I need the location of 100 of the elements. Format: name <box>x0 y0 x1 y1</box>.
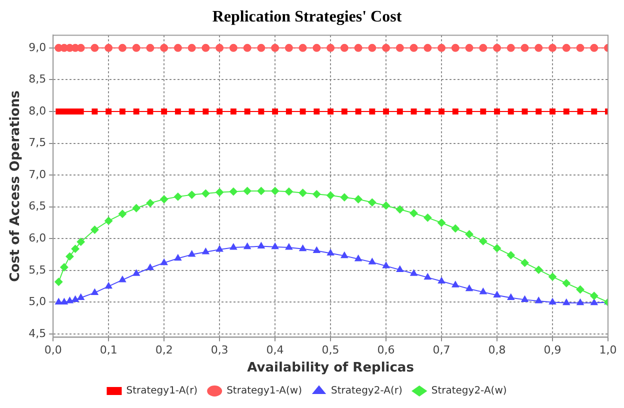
point <box>71 244 80 253</box>
x-tick-label: 0,0 <box>44 344 62 357</box>
point <box>410 209 418 218</box>
point <box>368 258 376 264</box>
point <box>161 108 168 114</box>
point <box>132 204 140 212</box>
point <box>160 258 168 266</box>
point <box>590 298 598 306</box>
point <box>286 108 292 114</box>
point <box>382 202 390 210</box>
point <box>298 44 307 52</box>
point <box>92 108 98 114</box>
point <box>174 44 182 52</box>
point <box>396 44 404 52</box>
point <box>257 186 266 195</box>
point <box>508 108 514 114</box>
point <box>452 108 458 114</box>
point <box>590 44 598 52</box>
point <box>480 288 487 294</box>
point <box>174 108 181 114</box>
point <box>285 244 292 250</box>
point <box>577 108 584 114</box>
point <box>493 291 501 298</box>
point <box>105 282 112 289</box>
point <box>340 252 348 258</box>
point <box>118 276 126 282</box>
point <box>118 210 126 218</box>
point <box>493 244 502 252</box>
point <box>410 44 418 52</box>
point <box>535 296 542 304</box>
y-tick-label: 6,0 <box>28 232 46 245</box>
point <box>396 266 404 272</box>
point <box>55 298 62 304</box>
point <box>258 242 265 249</box>
point <box>576 44 584 52</box>
point <box>188 44 196 52</box>
point <box>66 252 74 260</box>
point <box>284 188 293 196</box>
point <box>60 298 68 304</box>
point <box>451 224 460 232</box>
point <box>465 230 474 238</box>
point <box>340 44 348 52</box>
point <box>424 44 432 52</box>
point <box>60 263 68 272</box>
point <box>229 188 238 196</box>
point <box>272 108 278 114</box>
point <box>271 186 280 195</box>
point <box>61 108 68 114</box>
point <box>244 108 250 114</box>
point <box>326 191 335 200</box>
point <box>354 44 362 52</box>
x-axis-title: Availability of Replicas <box>247 360 414 376</box>
point <box>174 192 182 201</box>
point <box>229 44 238 52</box>
point <box>91 288 98 295</box>
point <box>451 44 460 52</box>
point <box>590 292 598 300</box>
x-tick-label: 1,0 <box>599 344 617 357</box>
point <box>480 108 486 114</box>
point <box>146 199 154 208</box>
point <box>118 44 126 52</box>
point <box>119 108 126 114</box>
point <box>452 281 459 288</box>
x-tick-label: 0,9 <box>544 344 562 357</box>
point <box>243 186 252 195</box>
point <box>354 255 362 262</box>
point <box>160 195 168 204</box>
point <box>257 44 266 52</box>
x-tick-label: 0,5 <box>322 344 340 357</box>
point <box>188 108 195 114</box>
point <box>106 108 112 114</box>
point <box>216 245 224 252</box>
point <box>216 108 223 114</box>
point <box>147 108 154 114</box>
point <box>465 44 474 52</box>
point <box>188 190 196 199</box>
point <box>410 270 418 276</box>
point <box>56 108 62 114</box>
point <box>396 205 404 214</box>
point <box>563 108 570 114</box>
point <box>466 284 473 292</box>
point <box>160 44 168 52</box>
point <box>188 250 196 257</box>
point <box>536 108 542 114</box>
point <box>146 264 154 270</box>
y-tick-label: 5,5 <box>28 263 46 276</box>
point <box>520 44 529 52</box>
point <box>396 108 403 114</box>
y-tick-label: 8,0 <box>28 104 46 118</box>
point <box>202 108 209 114</box>
point <box>230 108 236 114</box>
point <box>72 108 78 114</box>
point <box>493 44 502 52</box>
x-tick-label: 0,6 <box>377 344 395 357</box>
point <box>230 244 237 250</box>
point <box>104 216 113 225</box>
point <box>424 273 432 280</box>
point <box>72 296 79 302</box>
x-tick-label: 0,1 <box>100 344 118 357</box>
point <box>424 108 431 114</box>
